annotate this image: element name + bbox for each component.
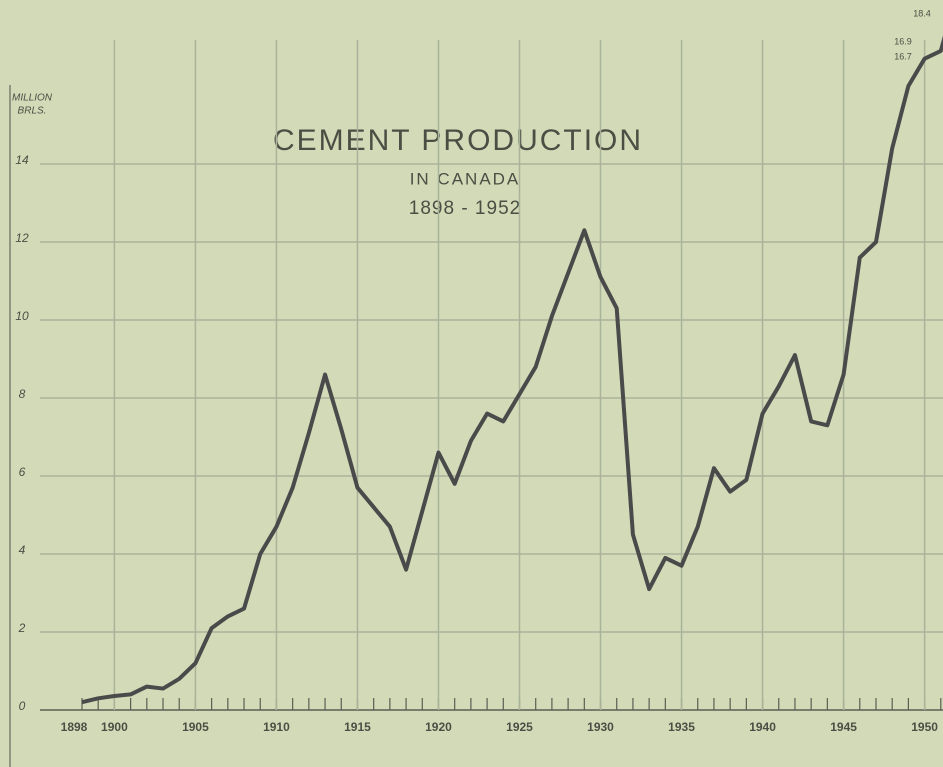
x-tick-label: 1925 bbox=[506, 720, 533, 734]
data-label: 16.9 bbox=[894, 36, 912, 46]
y-tick-label: 12 bbox=[15, 231, 29, 245]
y-tick-label: 14 bbox=[15, 153, 29, 167]
x-tick-label: 1915 bbox=[344, 720, 371, 734]
chart-period: 1898 - 1952 bbox=[409, 198, 521, 219]
chart-subtitle: IN CANADA bbox=[410, 169, 521, 188]
x-tick-label: 1910 bbox=[263, 720, 290, 734]
y-axis-label: MILLION bbox=[12, 93, 53, 104]
y-axis-label: BRLS. bbox=[18, 106, 47, 117]
x-tick-label: 1945 bbox=[830, 720, 857, 734]
y-tick-label: 6 bbox=[19, 465, 26, 479]
y-tick-label: 10 bbox=[15, 309, 29, 323]
y-tick-label: 0 bbox=[19, 699, 26, 713]
y-tick-label: 2 bbox=[18, 621, 26, 635]
x-tick-label: 1905 bbox=[182, 720, 209, 734]
data-label: 16.7 bbox=[894, 51, 912, 61]
y-tick-label: 4 bbox=[19, 543, 26, 557]
x-tick-label: 1935 bbox=[668, 720, 695, 734]
x-tick-label: 1930 bbox=[587, 720, 614, 734]
x-tick-label: 1898 bbox=[61, 720, 88, 734]
x-tick-label: 1900 bbox=[101, 720, 128, 734]
data-line bbox=[81, 35, 943, 705]
x-tick-label: 1920 bbox=[425, 720, 452, 734]
chart-title: CEMENT PRODUCTION bbox=[273, 124, 643, 157]
x-tick-label: 1940 bbox=[749, 720, 776, 734]
x-tick-label: 1950 bbox=[911, 720, 938, 734]
data-label: 18.4 bbox=[913, 8, 931, 18]
y-tick-label: 8 bbox=[19, 387, 26, 401]
